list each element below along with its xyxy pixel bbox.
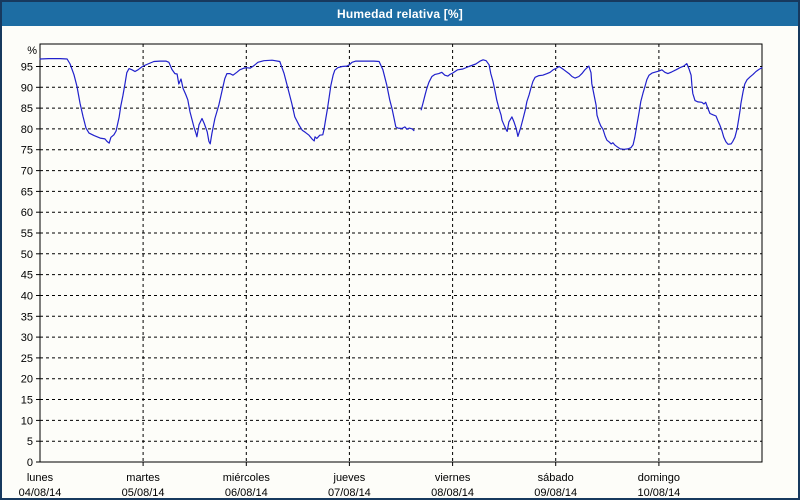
- y-tick-label: 30: [21, 332, 33, 344]
- x-day-date: 04/08/14: [19, 487, 62, 499]
- y-tick-label: 50: [21, 249, 33, 261]
- x-day-date: 09/08/14: [534, 487, 577, 499]
- y-tick-label: 85: [21, 103, 33, 115]
- y-tick-label: 0: [27, 457, 33, 469]
- x-day-date: 10/08/14: [637, 487, 680, 499]
- y-tick-label: 40: [21, 291, 33, 303]
- x-day-date: 07/08/14: [328, 487, 371, 499]
- y-tick-label: 15: [21, 395, 33, 407]
- y-tick-label: 10: [21, 415, 33, 427]
- y-tick-label: 20: [21, 374, 33, 386]
- y-tick-label: 35: [21, 311, 33, 323]
- humidity-line: [39, 57, 415, 145]
- plot-border: [39, 43, 763, 463]
- x-day-name: sábado: [538, 472, 574, 484]
- y-tick-label: 95: [21, 62, 33, 74]
- y-tick-label: 65: [21, 186, 33, 198]
- x-day-name: lunes: [27, 472, 54, 484]
- y-tick-label: 80: [21, 124, 33, 136]
- y-tick-label: 5: [27, 436, 33, 448]
- page-title: Humedad relativa [%]: [336, 7, 464, 21]
- y-tick-label: 90: [21, 82, 33, 94]
- title-bar: Humedad relativa [%]: [2, 2, 798, 26]
- y-tick-label: 75: [21, 145, 33, 157]
- x-day-name: jueves: [333, 472, 366, 484]
- x-day-name: martes: [126, 472, 160, 484]
- humidity-chart: 0 5 10 15 20 25 30 35 40 45 50 55 60 65 70 75 80 85 90 95% l…: [19, 43, 763, 499]
- humidity-line: [420, 59, 763, 150]
- x-day-name: miércoles: [223, 472, 271, 484]
- y-tick-label: 70: [21, 166, 33, 178]
- y-tick-label: 25: [21, 353, 33, 365]
- x-day-date: 05/08/14: [122, 487, 165, 499]
- y-axis-unit: %: [27, 45, 37, 57]
- y-tick-label: 45: [21, 270, 33, 282]
- y-tick-label: 60: [21, 207, 33, 219]
- x-day-name: domingo: [638, 472, 680, 484]
- chart-area: 0 5 10 15 20 25 30 35 40 45 50 55 60 65 70 75 80 85 90 95% l…: [2, 26, 798, 498]
- x-day-date: 06/08/14: [225, 487, 268, 499]
- y-tick-label: 55: [21, 228, 33, 240]
- x-day-date: 08/08/14: [431, 487, 474, 499]
- x-day-name: viernes: [435, 472, 471, 484]
